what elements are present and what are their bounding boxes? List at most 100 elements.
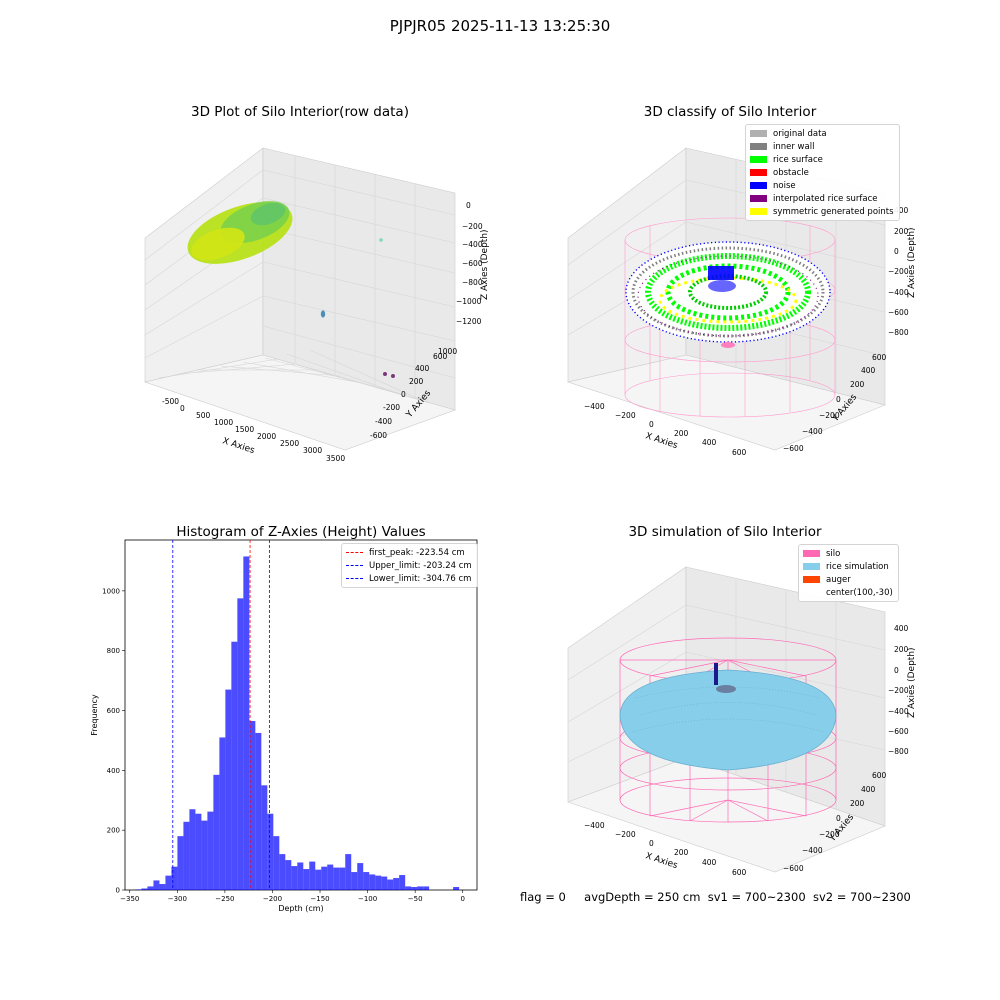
- classify-x-tick: −400: [584, 402, 605, 411]
- classify-z-axis-label: Z Axies (Depth): [907, 227, 917, 298]
- histogram-y-tick-label: 0: [116, 887, 120, 895]
- classify-z-tick: −200: [888, 267, 909, 276]
- raw-y-tick: 0: [401, 390, 406, 399]
- histogram-bar: [165, 875, 172, 890]
- legend-label: silo: [826, 548, 841, 559]
- classified-points: [625, 241, 831, 348]
- simulation-x-tick: 0: [649, 839, 654, 848]
- raw-y-tick: -600: [370, 431, 387, 440]
- legend-swatch: [750, 143, 767, 150]
- histogram-bar: [399, 875, 406, 890]
- classify-x-tick: 400: [702, 438, 717, 447]
- simulation-x-tick: 200: [674, 848, 689, 857]
- histogram-y-tick-label: 400: [107, 767, 120, 775]
- legend-item: silo: [803, 547, 893, 560]
- raw-z-tick: −1000: [456, 297, 482, 306]
- figure-title: PJPJR05 2025-11-13 13:25:30: [389, 17, 611, 35]
- legend-item: inner wall: [750, 140, 894, 153]
- histogram-bar: [219, 737, 226, 890]
- sv1-text: sv1 = 700~2300: [707, 890, 806, 904]
- classify-y-tick: −600: [783, 444, 804, 453]
- histogram-bar: [147, 886, 154, 890]
- histogram-y-axis-label: Frequency: [90, 694, 99, 736]
- histogram-x-tick-label: −50: [408, 895, 423, 903]
- histogram-bar: [231, 641, 238, 890]
- raw-plot-title: 3D Plot of Silo Interior(row data): [191, 104, 409, 120]
- histogram-x-tick-label: −300: [168, 895, 187, 903]
- raw-z-tick: −400: [462, 240, 483, 249]
- legend-item: Lower_limit: -304.76 cm: [346, 572, 472, 585]
- histogram-bar: [207, 811, 214, 890]
- raw-y-tick: 400: [415, 364, 430, 373]
- rice-simulation-surface: [619, 669, 837, 771]
- classify-y-tick: 0: [836, 395, 841, 404]
- simulation-z-tick: −800: [888, 747, 909, 756]
- histogram-bar: [177, 836, 184, 890]
- legend-swatch: [803, 550, 820, 557]
- sv2-text: sv2 = 700~2300: [812, 890, 911, 904]
- legend-label: center(100,-30): [826, 587, 893, 598]
- histogram-x-tick-label: −200: [263, 895, 282, 903]
- raw-outlier-point: [383, 372, 387, 376]
- simulation-y-tick: 0: [836, 814, 841, 823]
- legend-item: noise: [750, 179, 894, 192]
- histogram-bar: [273, 836, 280, 890]
- raw-y-tick: 600: [433, 352, 448, 361]
- status-line: flag = 0 avgDepth = 250 cm sv1 = 700~230…: [520, 890, 911, 904]
- histogram-x-tick-label: −100: [358, 895, 377, 903]
- histogram-bar: [387, 879, 394, 890]
- histogram-bar: [453, 887, 460, 890]
- raw-x-tick: 2000: [257, 432, 276, 441]
- raw-z-axis-label: Z Axies (Depth): [480, 229, 490, 300]
- histogram-x-tick-label: −150: [310, 895, 329, 903]
- classify-z-tick: −400: [888, 288, 909, 297]
- simulation-z-tick: −400: [888, 707, 909, 716]
- raw-x-tick: 0: [180, 404, 185, 413]
- floor-pane: [567, 757, 886, 873]
- classify-y-tick: 200: [850, 380, 865, 389]
- simulation-y-tick: 600: [872, 771, 887, 780]
- simulation-y-tick: 400: [861, 785, 876, 794]
- flag-text: flag = 0: [520, 890, 566, 904]
- histogram-legend: first_peak: -223.54 cm Upper_limit: -203…: [341, 543, 478, 588]
- raw-x-tick: -500: [162, 397, 179, 406]
- classify-y-tick: 600: [872, 353, 887, 362]
- raw-y-tick: -400: [375, 417, 392, 426]
- simulation-z-tick: 0: [894, 666, 899, 675]
- raw-x-tick: 1000: [214, 418, 233, 427]
- histogram-bar: [135, 889, 142, 890]
- floor-pane: [566, 354, 886, 451]
- simulation-x-tick: −400: [584, 821, 605, 830]
- raw-z-tick: −600: [462, 259, 483, 268]
- legend-label: symmetric generated points: [773, 206, 894, 217]
- simulation-y-tick: −600: [783, 864, 804, 873]
- legend-label: obstacle: [773, 167, 809, 178]
- raw-rice-points: [187, 201, 293, 264]
- histogram-bar: [201, 820, 208, 890]
- classify-z-tick: 0: [894, 247, 899, 256]
- histogram-title: Histogram of Z-Axies (Height) Values: [176, 524, 426, 540]
- legend-swatch: [750, 208, 767, 215]
- histogram-x-axis-label: Depth (cm): [278, 904, 323, 913]
- raw-x-tick: 2500: [280, 439, 299, 448]
- histogram-bar: [279, 854, 286, 890]
- histogram-bar: [261, 785, 268, 890]
- legend-label: auger: [826, 574, 851, 585]
- raw-z-tick: −200: [462, 222, 483, 231]
- histogram-bar: [345, 854, 352, 890]
- legend-label: Lower_limit: -304.76 cm: [369, 573, 472, 584]
- histogram-bar: [213, 774, 220, 890]
- legend-line: [346, 552, 363, 553]
- avg-depth-text: avgDepth = 250 cm: [584, 890, 701, 904]
- histogram-x-tick-label: −250: [215, 895, 234, 903]
- legend-swatch: [803, 563, 820, 570]
- histogram-bar: [171, 866, 178, 890]
- legend-label: original data: [773, 128, 827, 139]
- legend-swatch: [803, 576, 820, 583]
- classify-z-tick: 200: [894, 227, 909, 236]
- histogram-x-tick-label: −350: [120, 895, 139, 903]
- histogram-bar: [291, 866, 298, 890]
- legend-label: rice surface: [773, 154, 823, 165]
- simulation-z-tick: 200: [894, 645, 909, 654]
- raw-outlier-point: [320, 310, 326, 318]
